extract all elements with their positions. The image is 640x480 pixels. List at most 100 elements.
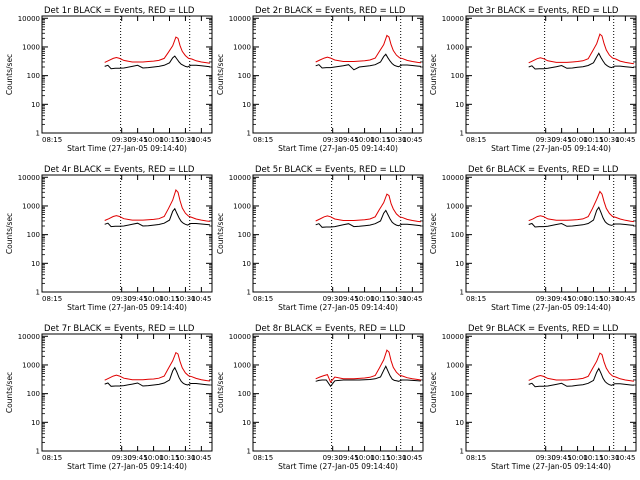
- x-tick-label: 10:00: [354, 295, 374, 303]
- series-line-events: [528, 206, 634, 228]
- panel-9: Det 9r BLACK = Events, RED = LLD 1 10 100 10…: [429, 324, 637, 471]
- x-tick-label: 09:30: [112, 454, 132, 462]
- x-tick-label: 10:30: [175, 136, 195, 144]
- x-tick-label: 10:45: [191, 136, 211, 144]
- series-line-lld: [315, 193, 421, 223]
- y-tick-label: 100: [451, 390, 464, 398]
- y-tick-label: 1: [247, 289, 251, 297]
- x-tick-label: 08:15: [466, 295, 486, 303]
- y-tick-label: 10: [455, 101, 464, 109]
- panel-5: Det 5r BLACK = Events, RED = LLD 1 10 100 10…: [216, 165, 424, 312]
- x-tick-label: 09:45: [128, 295, 148, 303]
- x-tick-label: 10:15: [583, 454, 603, 462]
- x-tick-label: 08:15: [42, 295, 62, 303]
- x-tick-label: 08:15: [466, 136, 486, 144]
- x-tick-label: 08:15: [253, 136, 273, 144]
- y-tick-label: 100: [451, 72, 464, 80]
- x-tick-label: 10:30: [599, 136, 619, 144]
- x-tick-label: 10:15: [583, 295, 603, 303]
- series-line-lld: [315, 34, 421, 64]
- x-tick-label: 10:00: [567, 136, 587, 144]
- y-tick-label: 1: [247, 448, 251, 456]
- plot-frame: [41, 333, 213, 452]
- y-axis-label: Counts/sec: [5, 213, 14, 254]
- x-tick-label: 10:15: [159, 136, 179, 144]
- x-axis-label: Start Time (27-Jan-05 09:14:40): [491, 144, 611, 153]
- y-axis-label: Counts/sec: [429, 213, 438, 254]
- y-tick-label: 10: [455, 260, 464, 268]
- series-line-lld: [104, 189, 210, 222]
- x-tick-label: 10:30: [175, 454, 195, 462]
- x-tick-label: 10:45: [191, 454, 211, 462]
- panel-title: Det 6r BLACK = Events, RED = LLD: [468, 165, 619, 175]
- series-line-events: [104, 366, 210, 387]
- panel-title: Det 8r BLACK = Events, RED = LLD: [255, 324, 406, 334]
- y-axis-label: Counts/sec: [216, 54, 225, 95]
- y-axis-label: Counts/sec: [5, 372, 14, 413]
- series-line-lld: [528, 33, 634, 65]
- x-tick-label: 09:30: [536, 136, 556, 144]
- y-tick-label: 1000: [233, 361, 251, 369]
- x-tick-label: 09:30: [112, 136, 132, 144]
- y-tick-label: 100: [451, 231, 464, 239]
- series-line-lld: [104, 351, 210, 382]
- x-axis-label: Start Time (27-Jan-05 09:14:40): [278, 303, 398, 312]
- y-tick-label: 1000: [22, 202, 40, 210]
- y-tick-label: 10000: [442, 15, 464, 23]
- x-axis-label: Start Time (27-Jan-05 09:14:40): [278, 144, 398, 153]
- y-tick-label: 1: [460, 130, 464, 138]
- panel-title: Det 9r BLACK = Events, RED = LLD: [468, 324, 619, 334]
- series-line-events: [315, 365, 421, 388]
- series-line-lld: [528, 352, 634, 382]
- panel-4: Det 4r BLACK = Events, RED = LLD 1 10 100 10…: [5, 165, 213, 312]
- y-tick-label: 100: [27, 72, 40, 80]
- plot-frame: [252, 333, 424, 452]
- y-axis-label: Counts/sec: [429, 372, 438, 413]
- x-tick-label: 09:30: [536, 454, 556, 462]
- x-axis-label: Start Time (27-Jan-05 09:14:40): [491, 462, 611, 471]
- x-tick-label: 10:30: [175, 295, 195, 303]
- x-tick-label: 10:15: [159, 454, 179, 462]
- series-line-events: [104, 207, 210, 228]
- x-tick-label: 08:15: [42, 454, 62, 462]
- x-tick-label: 10:30: [386, 295, 406, 303]
- y-tick-label: 1000: [22, 361, 40, 369]
- panel-title: Det 4r BLACK = Events, RED = LLD: [44, 165, 195, 175]
- x-tick-label: 10:30: [386, 454, 406, 462]
- plot-frame: [465, 333, 637, 452]
- y-tick-label: 1000: [446, 202, 464, 210]
- x-tick-label: 10:00: [567, 454, 587, 462]
- x-axis-label: Start Time (27-Jan-05 09:14:40): [67, 462, 187, 471]
- x-tick-label: 09:45: [339, 136, 359, 144]
- y-tick-label: 10000: [229, 15, 251, 23]
- y-tick-label: 1: [36, 448, 40, 456]
- y-tick-label: 100: [27, 390, 40, 398]
- plot-frame: [252, 15, 424, 134]
- y-tick-label: 1: [36, 130, 40, 138]
- y-tick-label: 10: [31, 101, 40, 109]
- y-tick-label: 1000: [22, 43, 40, 51]
- y-tick-label: 10000: [229, 174, 251, 182]
- y-tick-label: 1: [247, 130, 251, 138]
- y-axis-label: Counts/sec: [216, 213, 225, 254]
- y-tick-label: 10000: [18, 174, 40, 182]
- x-tick-label: 10:30: [599, 295, 619, 303]
- x-tick-label: 10:00: [567, 295, 587, 303]
- y-tick-label: 10: [242, 419, 251, 427]
- y-tick-label: 1: [460, 289, 464, 297]
- x-tick-label: 09:30: [323, 136, 343, 144]
- y-tick-label: 10000: [229, 333, 251, 341]
- x-axis-label: Start Time (27-Jan-05 09:14:40): [491, 303, 611, 312]
- x-tick-label: 10:15: [370, 136, 390, 144]
- x-tick-label: 10:45: [191, 295, 211, 303]
- series-line-events: [528, 367, 634, 388]
- y-tick-label: 100: [238, 72, 251, 80]
- x-tick-label: 09:30: [112, 295, 132, 303]
- x-tick-label: 10:45: [402, 295, 422, 303]
- y-tick-label: 10000: [442, 333, 464, 341]
- x-tick-label: 10:45: [615, 454, 635, 462]
- y-tick-label: 10000: [442, 174, 464, 182]
- panel-title: Det 1r BLACK = Events, RED = LLD: [44, 6, 195, 16]
- x-axis-label: Start Time (27-Jan-05 09:14:40): [67, 144, 187, 153]
